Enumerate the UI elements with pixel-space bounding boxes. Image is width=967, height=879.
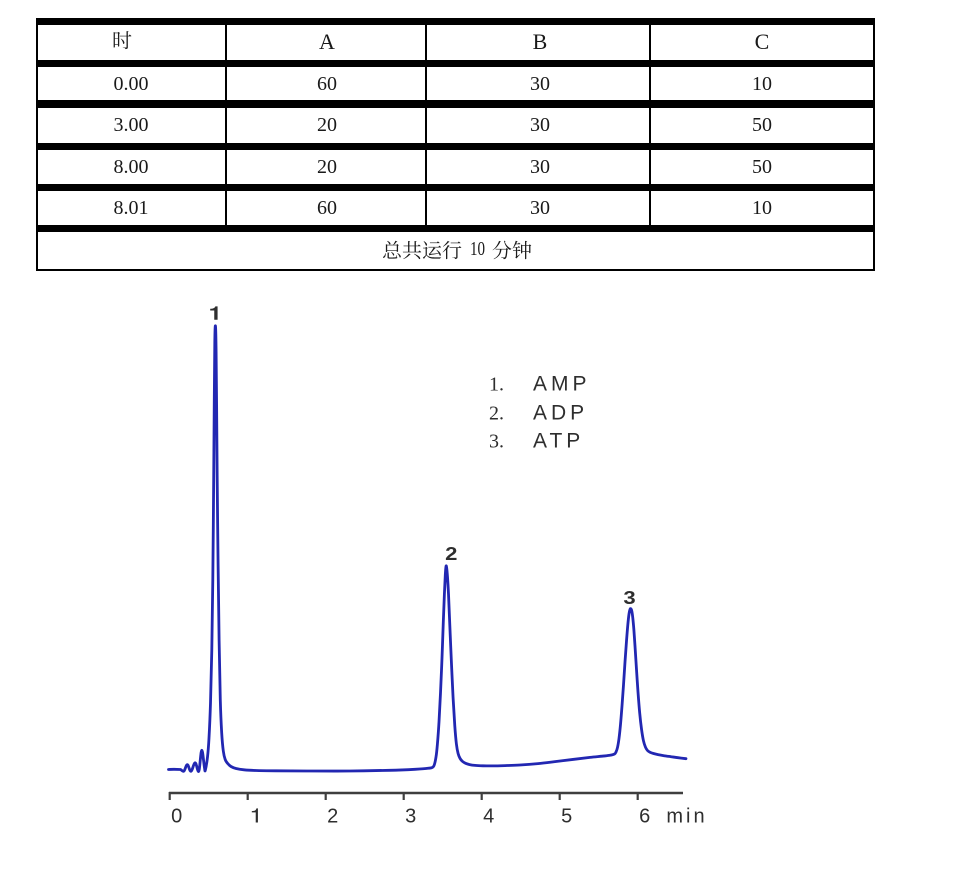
svg-text:3: 3: [405, 806, 416, 828]
svg-text:min: min: [666, 806, 707, 828]
svg-text:3.: 3.: [489, 431, 504, 453]
svg-text:4: 4: [483, 806, 494, 828]
svg-text:2: 2: [445, 543, 457, 564]
svg-text:0: 0: [171, 806, 182, 828]
svg-text:ATP: ATP: [533, 430, 584, 453]
svg-text:AMP: AMP: [533, 373, 591, 396]
svg-text:5: 5: [561, 806, 572, 828]
svg-text:2.: 2.: [489, 403, 504, 425]
svg-text:1.: 1.: [489, 374, 504, 396]
svg-text:2: 2: [327, 806, 338, 828]
svg-text:3: 3: [623, 587, 635, 608]
svg-text:ADP: ADP: [533, 402, 588, 425]
svg-text:6: 6: [639, 806, 650, 828]
